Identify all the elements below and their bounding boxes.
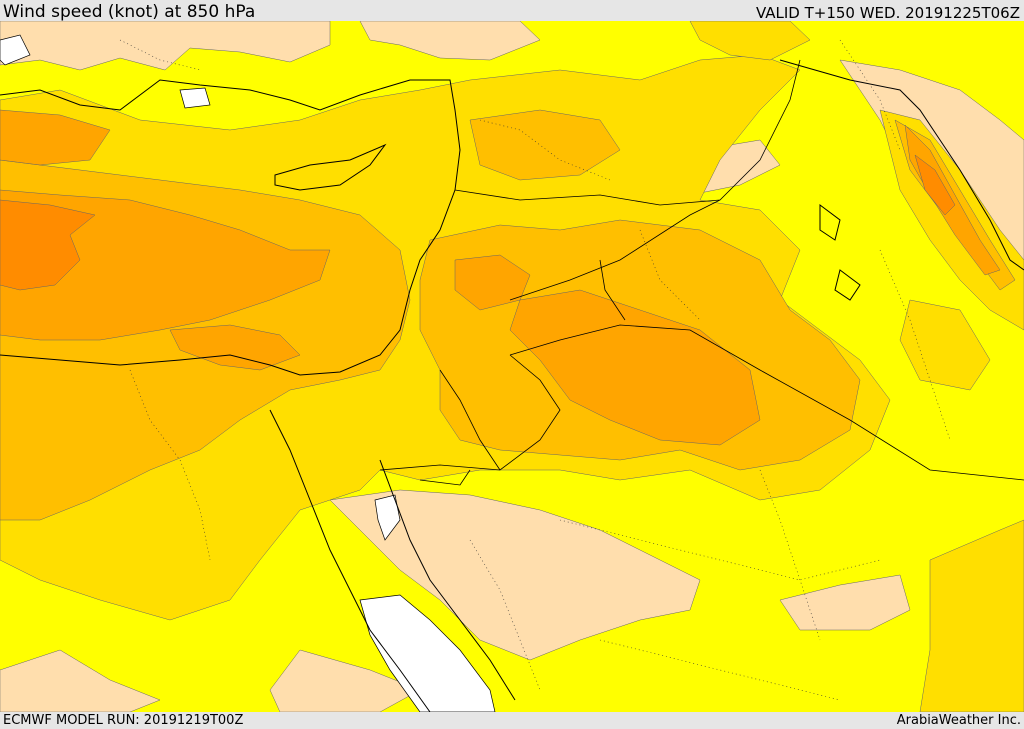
model-run-label: ECMWF MODEL RUN: 20191219T00Z (3, 713, 244, 728)
province-boundaries (119, 39, 951, 701)
country-borders (379, 59, 1024, 486)
valid-time: VALID T+150 WED. 20191225T06Z (755, 4, 1020, 22)
credit-label: ArabiaWeather Inc. (896, 713, 1021, 728)
wind-speed-map (0, 21, 1024, 712)
very-strong-wind-areas (0, 109, 1001, 446)
coastlines (0, 59, 1024, 712)
max-wind-cores (0, 154, 956, 291)
map-title: Wind speed (knot) at 850 hPa (3, 2, 256, 22)
map-header: Wind speed (knot) at 850 hPa VALID T+150… (0, 0, 1024, 22)
map-footer: ECMWF MODEL RUN: 20191219T00Z ArabiaWeat… (0, 712, 1024, 729)
water-masks (0, 34, 496, 712)
